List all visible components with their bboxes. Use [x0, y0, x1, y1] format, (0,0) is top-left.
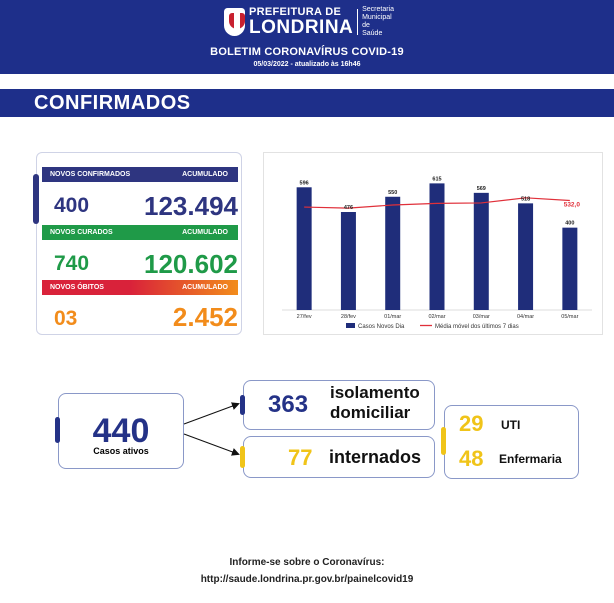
legend-bar-label: Casos Novos Dia	[358, 324, 405, 330]
hospitalized-accent-bar	[240, 446, 245, 468]
confirmed-new: 400	[54, 194, 90, 217]
logo-main-text: LONDRINA	[249, 17, 354, 38]
bar-value-label: 569	[477, 186, 486, 192]
bulletin-title: BOLETIM CORONAVÍRUS COVID-19	[210, 46, 404, 58]
bar-04/mar	[518, 203, 534, 310]
header-banner: PREFEITURA DE LONDRINA Secretaria Munici…	[0, 0, 614, 74]
bar-01/mar	[385, 196, 401, 310]
section-title: CONFIRMADOS	[34, 92, 191, 114]
logo-secretariat-2: Municipal de	[362, 13, 392, 29]
footer-info-text: Informe-se sobre o Coronavírus:	[229, 557, 385, 568]
uti-ward-accent-bar	[441, 427, 446, 455]
logo-top-text: PREFEITURA DE	[249, 6, 342, 18]
isolation-accent-bar	[240, 395, 245, 415]
legend-line-label: Média móvel dos últimos 7 dias	[435, 324, 519, 330]
hospitalized-label: internados	[329, 447, 422, 467]
logo-secretariat-1: Secretaria	[362, 5, 394, 13]
deaths-header: NOVOS ÓBITOS ACUMULADO	[42, 280, 238, 295]
uti-ward-card	[444, 405, 579, 479]
legend-bar-swatch	[346, 323, 355, 328]
active-cases-value: 440	[92, 412, 150, 450]
active-accent-bar	[55, 417, 60, 443]
active-cases-card	[58, 393, 184, 469]
moving-average-value-label: 532,0	[564, 201, 581, 208]
bar-value-label: 476	[344, 205, 353, 211]
bar-value-label: 596	[300, 180, 309, 186]
bar-28/fev	[340, 212, 356, 310]
ward-value: 48	[459, 446, 484, 471]
confirmed-acc-label: ACUMULADO	[182, 171, 228, 178]
moving-average-line	[304, 197, 570, 209]
recovered-acc-label: ACUMULADO	[182, 229, 228, 236]
recovered-accumulated: 120.602	[144, 249, 238, 279]
uti-label: UTI	[501, 418, 521, 432]
deaths-new: 03	[54, 307, 78, 330]
bulletin-date: 05/03/2022 - atualizado às 16h46	[253, 61, 361, 68]
recovered-header: NOVOS CURADOS ACUMULADO	[42, 225, 238, 240]
logo-secretariat-3: Saúde	[362, 30, 383, 38]
arrow-to-isolation-icon	[183, 402, 240, 425]
logo-divider	[357, 9, 359, 35]
prefeitura-logo: PREFEITURA DE LONDRINA Secretaria Munici…	[224, 6, 394, 38]
active-cases-label: Casos ativos	[93, 446, 149, 456]
cases-chart-svg: 596 27/fev 476 28/fev 550 01/mar 615 02/mar 569 0…	[282, 176, 592, 330]
arrow-to-hospitalized-icon	[183, 433, 240, 456]
bar-value-label: 400	[565, 221, 574, 227]
footer-link[interactable]: http://saude.londrina.pr.gov.br/painelco…	[200, 574, 414, 585]
flow-arrows	[183, 402, 240, 456]
recovered-new: 740	[54, 252, 90, 275]
ward-label: Enfermaria	[499, 452, 562, 466]
x-tick-label: 04/mar	[517, 314, 534, 320]
deaths-acc-label: ACUMULADO	[182, 284, 228, 291]
x-tick-label: 01/mar	[384, 314, 401, 320]
confirmed-header: NOVOS CONFIRMADOS ACUMULADO	[42, 167, 238, 182]
bar-value-label: 550	[388, 190, 397, 196]
deaths-label: NOVOS ÓBITOS	[50, 284, 104, 291]
hospitalized-value: 77	[288, 445, 313, 470]
stats-accent-bar	[33, 174, 39, 224]
isolation-label-line1: isolamento	[330, 383, 420, 402]
section-band	[0, 89, 614, 117]
isolation-value: 363	[268, 391, 309, 418]
deaths-accumulated: 2.452	[172, 302, 238, 332]
confirmed-label: NOVOS CONFIRMADOS	[50, 171, 131, 178]
isolation-label: isolamento domiciliar	[330, 383, 420, 423]
x-tick-label: 27/fev	[297, 314, 312, 320]
bar-05/mar	[562, 227, 578, 310]
bar-27/fev	[296, 187, 312, 310]
bar-value-label: 615	[432, 176, 441, 182]
x-tick-label: 05/mar	[561, 314, 578, 320]
recovered-label: NOVOS CURADOS	[50, 229, 113, 236]
uti-value: 29	[459, 411, 484, 436]
isolation-label-line2: domiciliar	[330, 403, 411, 422]
x-tick-label: 28/fev	[341, 314, 356, 320]
x-tick-label: 02/mar	[428, 314, 445, 320]
bar-value-label: 518	[521, 196, 530, 202]
stats-panel	[36, 152, 242, 335]
confirmed-accumulated: 123.494	[144, 191, 238, 221]
bar-03/mar	[473, 192, 489, 310]
x-tick-label: 03/mar	[473, 314, 490, 320]
bar-02/mar	[429, 183, 445, 310]
coat-of-arms-icon	[224, 8, 245, 36]
cases-chart: 596 27/fev 476 28/fev 550 01/mar 615 02/mar 569 0…	[263, 152, 603, 335]
